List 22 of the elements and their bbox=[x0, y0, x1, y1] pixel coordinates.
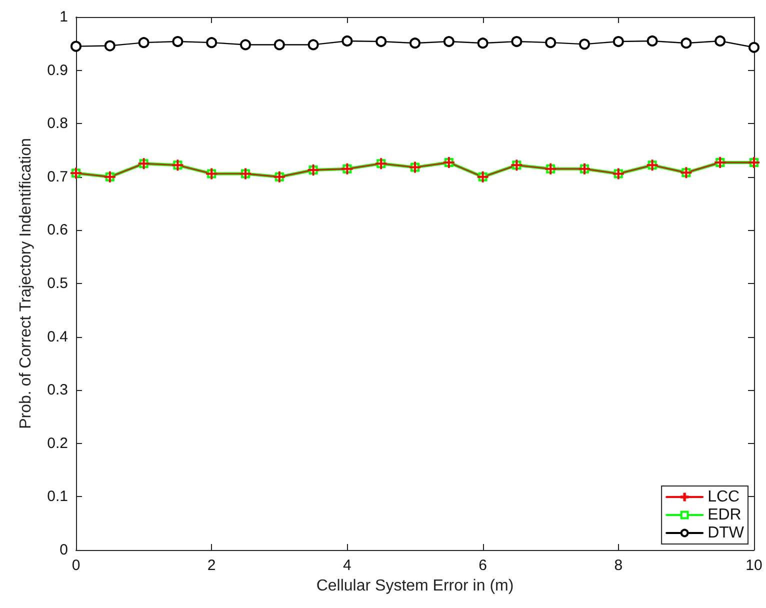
legend-label: EDR bbox=[708, 506, 742, 524]
x-axis-title: Cellular System Error in (m) bbox=[316, 578, 514, 594]
y-tick-label: 0.1 bbox=[47, 488, 68, 506]
x-tick-label: 10 bbox=[746, 557, 762, 574]
x-tick-label: 8 bbox=[614, 557, 623, 574]
x-tick-label: 0 bbox=[72, 557, 80, 574]
legend-label: DTW bbox=[708, 524, 745, 542]
y-tick-label: 0.7 bbox=[47, 168, 68, 186]
x-tick-label: 6 bbox=[478, 557, 487, 574]
y-tick-label: 0.8 bbox=[47, 115, 68, 132]
y-tick-label: 0.2 bbox=[47, 434, 68, 452]
y-tick-label: 0.5 bbox=[47, 275, 68, 292]
x-tick-label: 2 bbox=[207, 557, 216, 574]
y-tick-label: 0.3 bbox=[47, 382, 68, 399]
y-tick-label: 0.4 bbox=[47, 328, 68, 346]
y-tick-label: 0.9 bbox=[47, 62, 68, 79]
legend-label: LCC bbox=[708, 488, 740, 506]
y-axis-title: Prob. of Correct Trajectory Indentification bbox=[18, 138, 34, 429]
y-tick-label: 1 bbox=[60, 8, 68, 26]
y-tick-label: 0 bbox=[60, 542, 68, 558]
x-tick-label: 4 bbox=[343, 557, 352, 574]
y-tick-label: 0.6 bbox=[47, 222, 68, 239]
